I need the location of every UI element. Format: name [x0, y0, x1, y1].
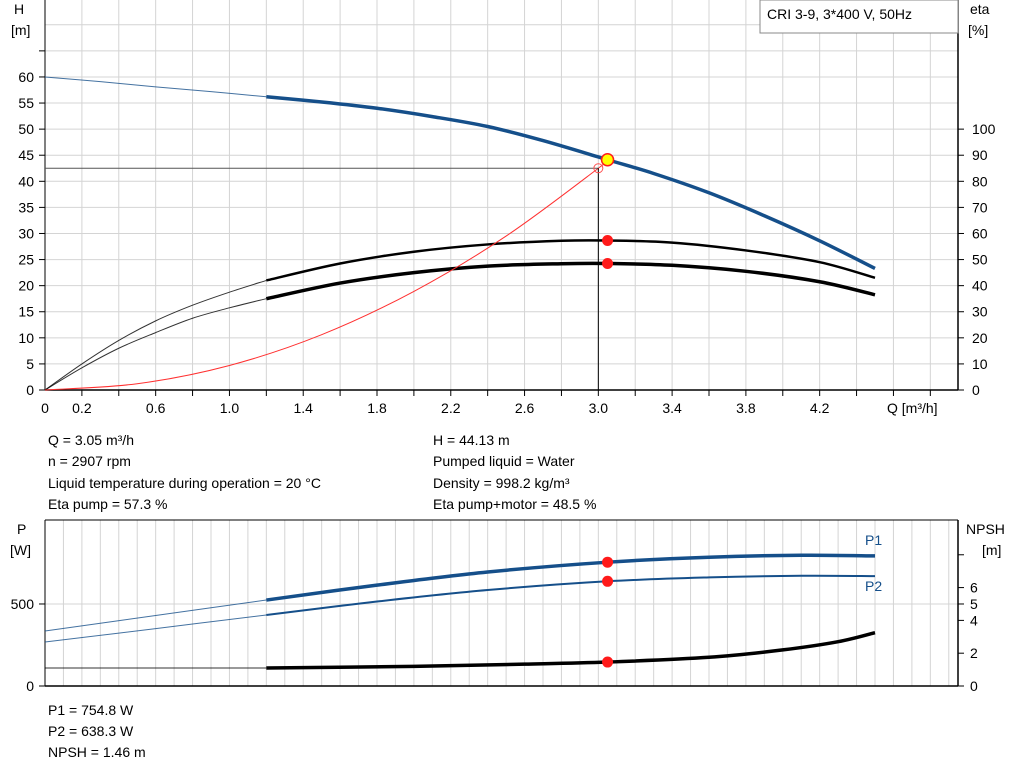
P2-curve: [266, 574, 876, 616]
p-axis-title: P: [17, 521, 26, 537]
q-tick-label: 0: [41, 400, 49, 416]
P2-curve-extrapolated: [44, 614, 267, 643]
npsh-tick-label: 2: [970, 645, 978, 661]
P1-curve-extrapolated: [44, 599, 267, 632]
eta-pump-curve: [266, 239, 876, 282]
legend-box: [759, 0, 959, 34]
h-tick-label: 15: [18, 304, 34, 320]
h-tick-label: 45: [18, 147, 34, 163]
h-tick-label: 55: [18, 95, 34, 111]
bottom-chart-grid: [45, 520, 958, 686]
p-tick-label: 0: [26, 678, 34, 694]
info-temperature: Liquid temperature during operation = 20…: [48, 475, 321, 491]
p1-curve-label: P1: [865, 532, 882, 548]
NPSH-curve: [266, 630, 876, 670]
h-tick-label: 20: [18, 278, 34, 294]
h-tick-label: 40: [18, 173, 34, 189]
head-curve: [266, 95, 876, 271]
q-axis-title: Q [m³/h]: [887, 400, 938, 416]
eta-tick-label: 100: [972, 121, 996, 137]
npsh-tick-label: 4: [970, 612, 978, 628]
q-tick-label: 3.0: [589, 400, 609, 416]
eta-pump-motor-curve-extrapolated: [44, 298, 267, 391]
h-tick-label: 10: [18, 330, 34, 346]
q-tick-label: 0.2: [72, 400, 92, 416]
h-tick-label: 25: [18, 252, 34, 268]
h-tick-label: 0: [26, 382, 34, 398]
duty-markers: [45, 153, 615, 668]
axes: [39, 0, 964, 687]
eta-axis-unit: [%]: [968, 22, 988, 38]
eta-axis-title: eta: [970, 1, 990, 17]
h-tick-label: 50: [18, 121, 34, 137]
system-curve-curve: [44, 159, 610, 391]
h-tick-label: 35: [18, 199, 34, 215]
p-tick-label: 500: [11, 596, 35, 612]
eta-tick-label: 20: [972, 330, 988, 346]
info-eta-pump: Eta pump = 57.3 %: [48, 496, 167, 512]
info-p1: P1 = 754.8 W: [48, 702, 134, 718]
p2-marker: [602, 575, 614, 587]
info-npsh: NPSH = 1.46 m: [48, 744, 146, 760]
npsh-axis-title: NPSH: [966, 521, 1005, 537]
info-q: Q = 3.05 m³/h: [48, 432, 134, 448]
h-axis-title: H: [14, 1, 24, 17]
tick-labels: 0 0.2 0.6 1.0 1.4 1.8 2.2 2.6 3.0 3.4 3.8 4.2 0 5 10 15…: [11, 69, 996, 694]
eta-tick-label: 80: [972, 173, 988, 189]
npsh-tick-label: 0: [970, 678, 978, 694]
q-tick-label: 1.0: [220, 400, 240, 416]
legend-pump-name: CRI 3-9, 3*400 V, 50Hz: [767, 6, 912, 22]
npsh-axis-unit: [m]: [982, 542, 1001, 558]
eta-tick-label: 60: [972, 225, 988, 241]
info-density: Density = 998.2 kg/m³: [433, 475, 570, 491]
eta-tick-label: 10: [972, 356, 988, 372]
eta-tick-label: 0: [972, 382, 980, 398]
P1-curve: [266, 553, 876, 602]
head-curve-extrapolated: [44, 76, 267, 98]
npsh-tick-label: 5: [970, 596, 978, 612]
npsh-tick-label: 6: [970, 580, 978, 596]
eta-pump-curve-extrapolated: [44, 279, 267, 391]
p1-marker: [602, 556, 614, 568]
h-axis-unit: [m]: [11, 22, 30, 38]
curves: [44, 76, 876, 670]
info-h: H = 44.13 m: [433, 432, 510, 448]
q-tick-label: 0.6: [146, 400, 166, 416]
info-eta-pump-motor: Eta pump+motor = 48.5 %: [433, 496, 596, 512]
q-tick-label: 2.2: [441, 400, 461, 416]
p2-curve-label: P2: [865, 578, 882, 594]
eta-tick-label: 90: [972, 147, 988, 163]
info-speed: n = 2907 rpm: [48, 453, 131, 469]
requested-point-marker: [593, 163, 604, 174]
eta-pump-motor-curve: [265, 261, 876, 301]
npsh-marker: [602, 656, 614, 668]
eta-tick-label: 50: [972, 252, 988, 268]
h-tick-label: 60: [18, 69, 34, 85]
eta-pump-marker: [602, 235, 614, 247]
q-tick-label: 2.6: [515, 400, 535, 416]
info-liquid: Pumped liquid = Water: [433, 453, 575, 469]
q-tick-label: 4.2: [810, 400, 830, 416]
duty-point-marker: [600, 153, 615, 167]
top-chart-grid: [45, 0, 958, 390]
q-tick-label: 1.4: [293, 400, 313, 416]
eta-tick-label: 30: [972, 304, 988, 320]
p-axis-unit: [W]: [10, 542, 31, 558]
eta-tick-label: 40: [972, 278, 988, 294]
info-p2: P2 = 638.3 W: [48, 723, 134, 739]
h-tick-label: 5: [26, 356, 34, 372]
h-tick-label: 30: [18, 225, 34, 241]
eta-tick-label: 70: [972, 199, 988, 215]
eta-pump-motor-marker: [602, 257, 614, 269]
q-tick-label: 3.8: [736, 400, 756, 416]
q-tick-label: 1.8: [367, 400, 387, 416]
q-tick-label: 3.4: [662, 400, 682, 416]
